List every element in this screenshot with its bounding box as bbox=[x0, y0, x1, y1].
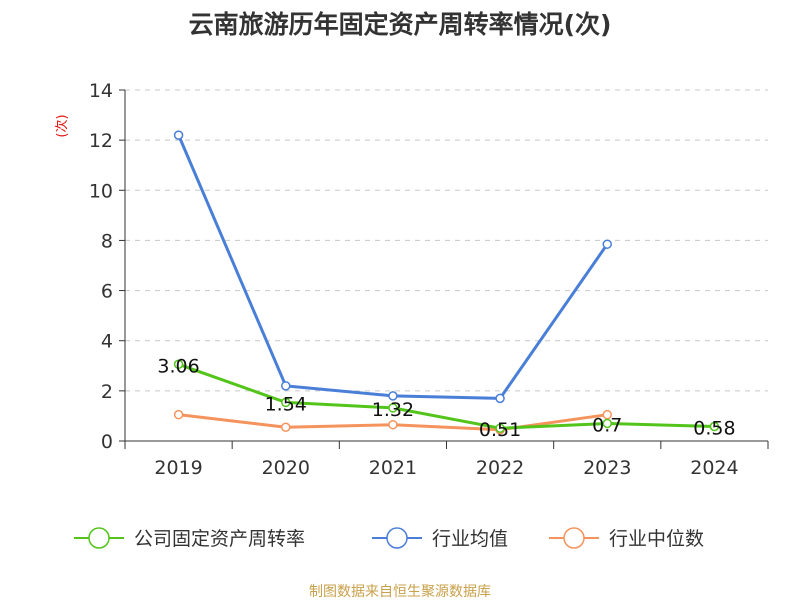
x-tick-label: 2020 bbox=[262, 457, 310, 479]
x-tick-label: 2022 bbox=[476, 457, 524, 479]
series-point-1 bbox=[495, 393, 505, 404]
y-tick-label: 6 bbox=[101, 281, 113, 303]
legend-swatch-marker bbox=[563, 527, 585, 549]
chart-title: 云南旅游历年固定资产周转率情况(次) bbox=[189, 10, 612, 39]
legend: 公司固定资产周转率 行业均值 行业中位数 bbox=[74, 527, 704, 550]
x-tick-label: 2019 bbox=[154, 457, 202, 479]
x-axis-ticks: 2019 2020 2021 2022 2023 2024 bbox=[124, 441, 769, 479]
legend-label: 行业中位数 bbox=[609, 528, 704, 550]
data-label: 0.7 bbox=[592, 414, 622, 436]
data-label: 3.06 bbox=[157, 355, 199, 377]
series-lines bbox=[177, 134, 715, 432]
series-point-2 bbox=[173, 409, 184, 420]
x-tick-label: 2023 bbox=[583, 457, 631, 479]
y-tick-label: 2 bbox=[101, 381, 113, 403]
y-tick-label: 8 bbox=[101, 230, 113, 252]
series-point-1 bbox=[173, 130, 184, 140]
series-point-2 bbox=[602, 409, 612, 420]
legend-label: 公司固定资产周转率 bbox=[134, 528, 305, 550]
series-point-1 bbox=[602, 239, 612, 249]
y-tick-label: 0 bbox=[101, 431, 113, 453]
axes bbox=[124, 90, 768, 442]
series-point-0 bbox=[709, 421, 720, 432]
series-line-0 bbox=[178, 362, 715, 430]
source-note: 制图数据来自恒生聚源数据库 bbox=[309, 584, 491, 600]
legend-label: 行业均值 bbox=[432, 528, 508, 550]
y-tick-label: 10 bbox=[89, 180, 113, 202]
gridlines bbox=[125, 89, 768, 392]
series-point-2 bbox=[281, 422, 291, 432]
series-point-0 bbox=[495, 423, 505, 433]
legend-swatch-marker bbox=[386, 527, 408, 549]
data-label: 0.58 bbox=[693, 417, 735, 439]
y-tick-label: 14 bbox=[89, 80, 113, 102]
x-tick-label: 2024 bbox=[690, 457, 738, 479]
data-label: 1.54 bbox=[265, 393, 307, 415]
y-unit-label: (次) bbox=[54, 114, 70, 137]
data-label: 1.32 bbox=[372, 399, 414, 421]
series-point-2 bbox=[388, 419, 398, 430]
data-labels: 3.06 1.54 1.32 0.51 0.7 0.58 bbox=[157, 355, 735, 441]
y-tick-label: 12 bbox=[89, 130, 113, 152]
series-point-0 bbox=[388, 403, 398, 413]
y-axis-ticks: 0 2 4 6 8 10 12 14 bbox=[89, 80, 125, 453]
series-line-1 bbox=[177, 134, 609, 400]
series-point-0 bbox=[173, 359, 184, 370]
series-points bbox=[173, 130, 720, 435]
legend-swatch-marker bbox=[88, 527, 110, 549]
x-tick-label: 2021 bbox=[369, 457, 417, 479]
y-tick-label: 4 bbox=[101, 331, 113, 353]
data-label: 0.51 bbox=[479, 419, 521, 441]
series-point-1 bbox=[388, 391, 398, 401]
series-point-0 bbox=[281, 397, 291, 408]
series-point-1 bbox=[281, 381, 291, 391]
series-point-0 bbox=[602, 418, 612, 429]
